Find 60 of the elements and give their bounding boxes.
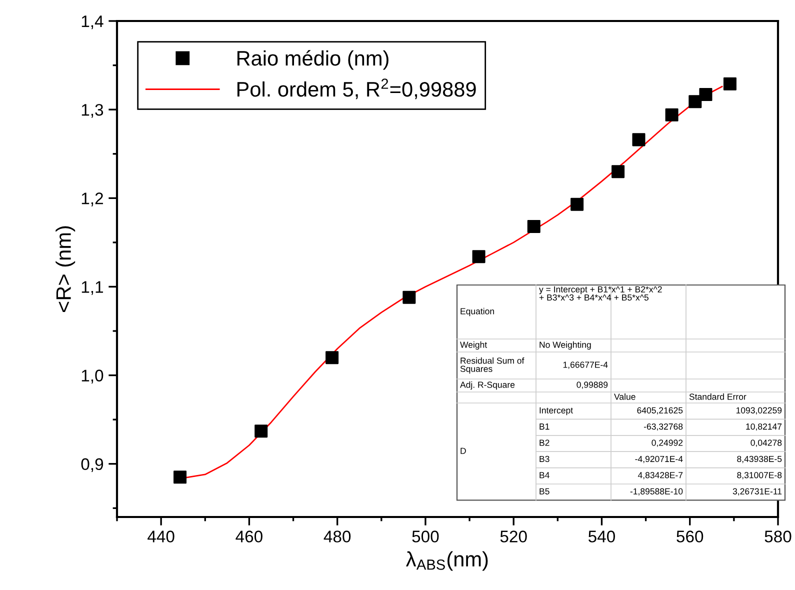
point — [174, 470, 187, 484]
annotation: Adj. R-Square — [460, 381, 515, 390]
annotation: B3 — [540, 456, 550, 462]
annotation: 0,99889 — [576, 382, 608, 389]
y-tick-label: 1,1 — [82, 281, 103, 295]
point — [699, 88, 712, 102]
point — [254, 424, 268, 438]
annotation: 0,24992 — [652, 440, 683, 447]
point — [326, 351, 339, 364]
point — [632, 133, 646, 146]
annotation: Intercept — [540, 407, 573, 416]
legend-label: Raio médio (nm) — [237, 50, 388, 70]
annotation: 1093,02259 — [736, 407, 782, 414]
annotation: 8,43938E-5 — [737, 456, 782, 464]
annotation: B1 — [540, 424, 550, 430]
annotation: y = Intercept + B1*x^1 + B2*x^2 + B3*x^3 + B4*x^4 + B5*x^5 — [539, 286, 662, 301]
point — [472, 250, 486, 264]
annotation: Weight — [460, 341, 488, 350]
annotation: -1,89588E-10 — [630, 488, 683, 496]
legend-label: Pol. ordem 5, R$^{2}$=0,99889 — [237, 78, 476, 100]
y-tick-label: 1,4 — [82, 16, 104, 30]
x-tick-label: 540 — [588, 530, 615, 542]
annotation: B5 — [540, 488, 550, 494]
point — [688, 95, 702, 108]
point — [527, 220, 540, 233]
annotation: Standard Error — [689, 393, 746, 400]
x-tick-label: 560 — [676, 530, 704, 542]
point — [570, 198, 584, 211]
x-tick-label: 500 — [412, 530, 439, 542]
x-tick-label: 580 — [764, 530, 792, 542]
annotation: -4,92071E-4 — [635, 456, 683, 464]
x-tick-label: 440 — [148, 530, 174, 542]
y-tick-label: 1,3 — [82, 104, 104, 118]
annotation: 3,26731E-11 — [732, 488, 782, 496]
annotation: B4 — [540, 472, 550, 478]
annotation: D — [460, 448, 466, 454]
annotation: 4,83428E-7 — [638, 472, 683, 480]
annotation: Residual Sum of Squares — [460, 357, 524, 374]
y-tick-label: 1,0 — [82, 370, 104, 384]
point — [402, 290, 416, 304]
point — [612, 165, 625, 178]
x-tick-label: 520 — [500, 530, 527, 542]
annotation: Value — [614, 393, 636, 400]
x-tick-label: 460 — [236, 530, 262, 542]
annotation: 8,31007E-8 — [737, 472, 782, 480]
x-axis-title: λ$_{ABS}$(nm) — [406, 551, 488, 571]
annotation: B2 — [540, 440, 550, 446]
annotation: -63,32768 — [644, 423, 683, 431]
y-tick-label: 1,2 — [82, 192, 103, 206]
annotation: Equation — [460, 308, 494, 316]
y-tick-label: 0,9 — [81, 458, 104, 472]
annotation: No Weighting — [540, 341, 591, 350]
annotation: 0,04278 — [750, 440, 782, 447]
point — [723, 77, 736, 90]
point — [665, 108, 678, 122]
y-axis-title: <R> (nm) — [56, 226, 76, 312]
annotation: 10,82147 — [746, 423, 782, 431]
annotation: 1,66677E-4 — [563, 362, 608, 369]
x-tick-label: 480 — [324, 530, 351, 542]
annotation: 6405,21625 — [637, 407, 683, 414]
